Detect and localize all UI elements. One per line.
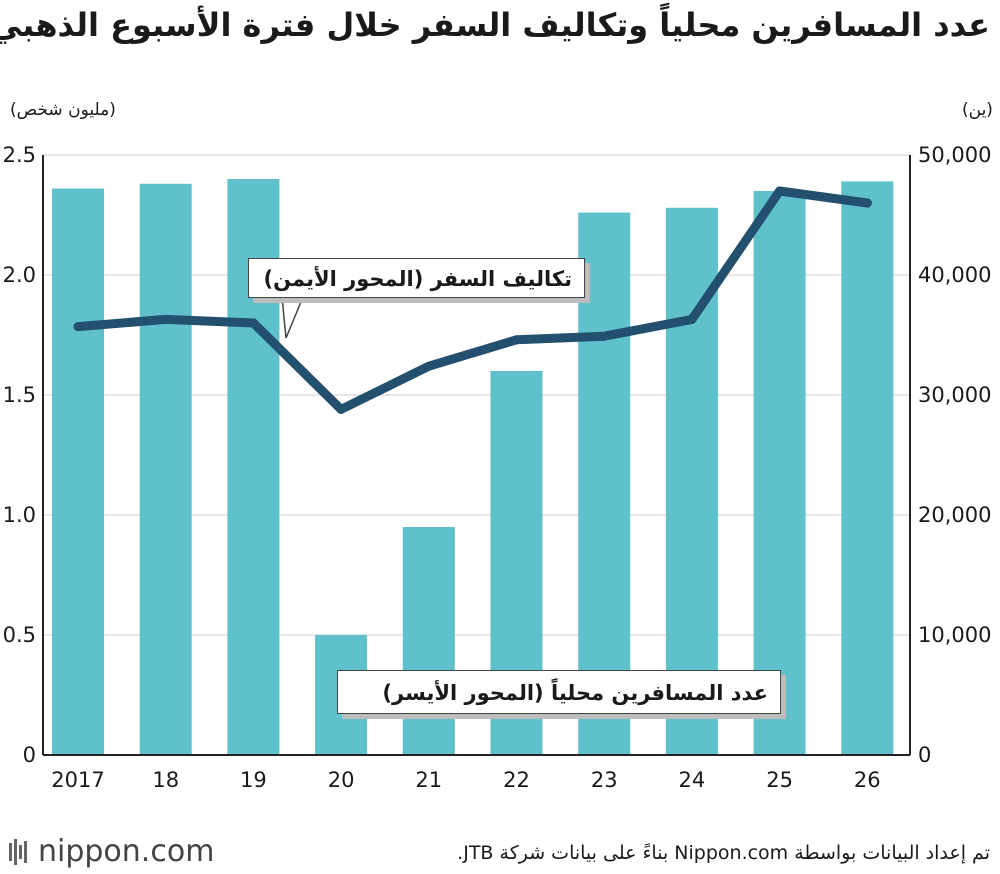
x-tick-label: 19: [240, 768, 267, 792]
right-tick-label: 50,000: [918, 143, 991, 167]
right-tick-label: 30,000: [918, 383, 991, 407]
x-tick-label: 20: [328, 768, 355, 792]
x-tick-label: 25: [766, 768, 793, 792]
bar-series-callout: عدد المسافرين محلياً (المحور الأيسر): [337, 670, 781, 714]
x-tick-label: 2017: [51, 768, 104, 792]
right-tick-label: 20,000: [918, 503, 991, 527]
left-axis-unit: (مليون شخص): [10, 100, 116, 120]
left-tick-label: 2.0: [3, 263, 36, 287]
line-point: [424, 361, 434, 371]
bar: [753, 191, 806, 755]
bar: [402, 527, 455, 755]
x-tick-label: 21: [415, 768, 442, 792]
left-tick-label: 0: [23, 743, 36, 767]
chart-title: عدد المسافرين محلياً وتكاليف السفر خلال …: [0, 6, 990, 44]
source-note: تم إعداد البيانات بواسطة Nippon.com بناء…: [457, 842, 990, 864]
line-point: [775, 186, 785, 196]
tick-labels: 0 0 0.5 10,000 1.0 20,000 1.5 30,000 2.0 40,000 2.…: [3, 143, 992, 792]
x-tick-label: 24: [679, 768, 706, 792]
line-point: [687, 314, 697, 324]
right-tick-label: 10,000: [918, 623, 991, 647]
x-tick-label: 22: [503, 768, 530, 792]
logo-mark-icon: [9, 838, 27, 865]
line-point: [336, 404, 346, 414]
left-tick-label: 1.5: [3, 383, 36, 407]
bar: [841, 181, 894, 755]
left-tick-label: 2.5: [3, 143, 36, 167]
callout-tail: [281, 296, 305, 339]
line-point: [248, 318, 258, 328]
bar: [578, 212, 631, 756]
bar: [52, 188, 104, 756]
line-point: [512, 335, 521, 345]
logo-text: nippon.com: [38, 834, 215, 869]
line-point: [599, 331, 609, 341]
bar: [139, 183, 192, 756]
right-tick-label: 40,000: [918, 263, 991, 287]
axes: [42, 155, 911, 756]
right-axis-unit: (ين): [962, 100, 993, 120]
x-tick-label: 26: [854, 768, 881, 792]
line-point: [73, 322, 83, 332]
x-tick-label: 18: [152, 768, 179, 792]
line-point: [862, 198, 872, 208]
left-tick-label: 1.0: [3, 503, 36, 527]
x-tick-label: 23: [591, 768, 618, 792]
line-point: [161, 314, 171, 324]
cost-line: [73, 186, 872, 414]
nippon-logo: nippon.com: [8, 834, 214, 869]
callout-pointer: [281, 296, 305, 339]
line-series: [73, 186, 872, 414]
right-tick-label: 0: [918, 743, 931, 767]
line-series-callout: تكاليف السفر (المحور الأيمن): [248, 258, 585, 298]
left-tick-label: 0.5: [3, 623, 36, 647]
